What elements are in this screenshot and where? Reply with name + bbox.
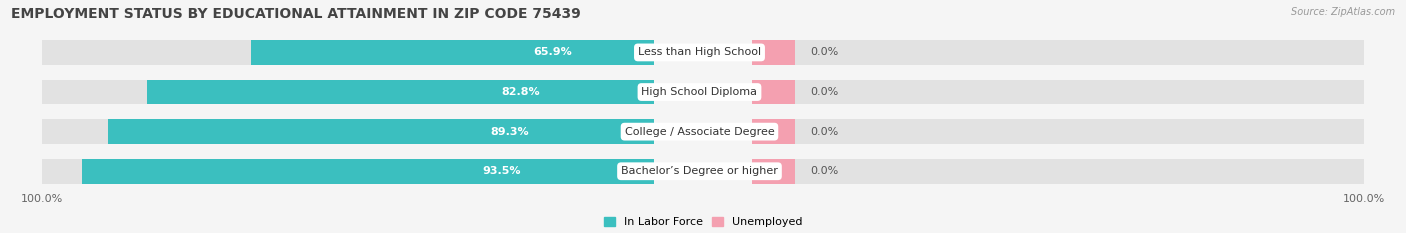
Text: 65.9%: 65.9% [533, 48, 572, 57]
Legend: In Labor Force, Unemployed: In Labor Force, Unemployed [603, 217, 803, 227]
Bar [42, 119, 654, 144]
Bar [752, 119, 1364, 144]
Text: Source: ZipAtlas.com: Source: ZipAtlas.com [1291, 7, 1395, 17]
Bar [752, 40, 794, 65]
Text: EMPLOYMENT STATUS BY EDUCATIONAL ATTAINMENT IN ZIP CODE 75439: EMPLOYMENT STATUS BY EDUCATIONAL ATTAINM… [11, 7, 581, 21]
Bar [148, 80, 654, 104]
Text: 89.3%: 89.3% [489, 127, 529, 137]
Text: College / Associate Degree: College / Associate Degree [624, 127, 775, 137]
Text: 0.0%: 0.0% [810, 48, 838, 57]
Bar [42, 159, 654, 184]
Bar [42, 80, 654, 104]
Bar [752, 159, 794, 184]
Text: 0.0%: 0.0% [810, 127, 838, 137]
Text: Less than High School: Less than High School [638, 48, 761, 57]
Bar [752, 80, 1364, 104]
Text: 82.8%: 82.8% [502, 87, 540, 97]
Bar [42, 40, 654, 65]
Bar [108, 119, 654, 144]
Text: 93.5%: 93.5% [482, 166, 520, 176]
Text: 0.0%: 0.0% [810, 87, 838, 97]
Text: 0.0%: 0.0% [810, 166, 838, 176]
Bar [752, 40, 1364, 65]
Bar [82, 159, 654, 184]
Text: High School Diploma: High School Diploma [641, 87, 758, 97]
Bar [752, 159, 1364, 184]
Bar [752, 119, 794, 144]
Text: Bachelor’s Degree or higher: Bachelor’s Degree or higher [621, 166, 778, 176]
Bar [752, 80, 794, 104]
Bar [250, 40, 654, 65]
